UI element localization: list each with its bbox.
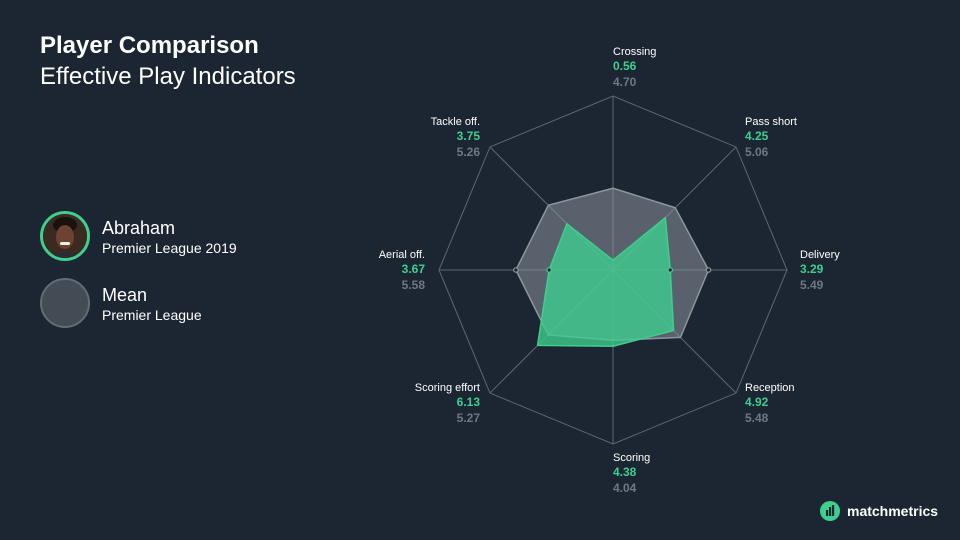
brand-name: matchmetrics	[847, 503, 939, 519]
data-label-player: 6.13	[457, 395, 481, 409]
data-label-player: 4.38	[613, 465, 637, 479]
brand-logo: matchmetrics	[820, 500, 950, 521]
mean-avatar	[40, 278, 90, 328]
data-label-player: 3.29	[800, 262, 824, 276]
data-label-player: 4.25	[745, 129, 769, 143]
legend-mean-name: Mean	[102, 285, 148, 305]
data-label-mean: 4.70	[613, 75, 637, 89]
radar-point-mean	[705, 267, 712, 273]
legend-player-competition: Premier League 2019	[102, 240, 237, 256]
legend-player-name: Abraham	[102, 218, 176, 238]
axis-label: Pass short	[745, 116, 797, 128]
axis-label: Scoring	[613, 452, 650, 464]
axis-label: Crossing	[613, 46, 656, 58]
page-subtitle: Effective Play Indicators	[40, 63, 296, 90]
axis-label: Tackle off.	[431, 116, 480, 128]
data-label-mean: 5.49	[800, 278, 824, 292]
radar-point-abraham	[546, 267, 552, 273]
data-label-player: 3.67	[402, 262, 426, 276]
data-label-mean: 5.06	[745, 145, 769, 159]
legend-item-mean: Mean Premier League	[40, 278, 320, 328]
matchmetrics-logo-icon	[820, 501, 840, 521]
legend-item-player: Abraham Premier League 2019	[40, 211, 320, 261]
data-label-player: 4.92	[745, 395, 769, 409]
data-label-mean: 4.04	[613, 481, 637, 495]
radar-point-mean	[513, 267, 519, 273]
data-label-mean: 5.48	[745, 411, 769, 425]
radar-point-abraham	[667, 267, 674, 273]
data-label-player: 0.56	[613, 59, 637, 73]
axis-label: Scoring effort	[415, 382, 480, 394]
data-label-mean: 5.58	[402, 278, 426, 292]
data-label-player: 3.75	[457, 129, 481, 143]
radar-area-abraham	[536, 216, 675, 347]
data-label-mean: 5.26	[457, 145, 481, 159]
page-title: Player Comparison	[40, 32, 259, 59]
axis-label: Reception	[745, 382, 795, 394]
data-label-mean: 5.27	[457, 411, 481, 425]
axis-label: Aerial off.	[379, 249, 425, 261]
axis-label: Delivery	[800, 249, 840, 261]
legend-mean-competition: Premier League	[102, 307, 202, 323]
player-photo-icon	[40, 211, 90, 261]
